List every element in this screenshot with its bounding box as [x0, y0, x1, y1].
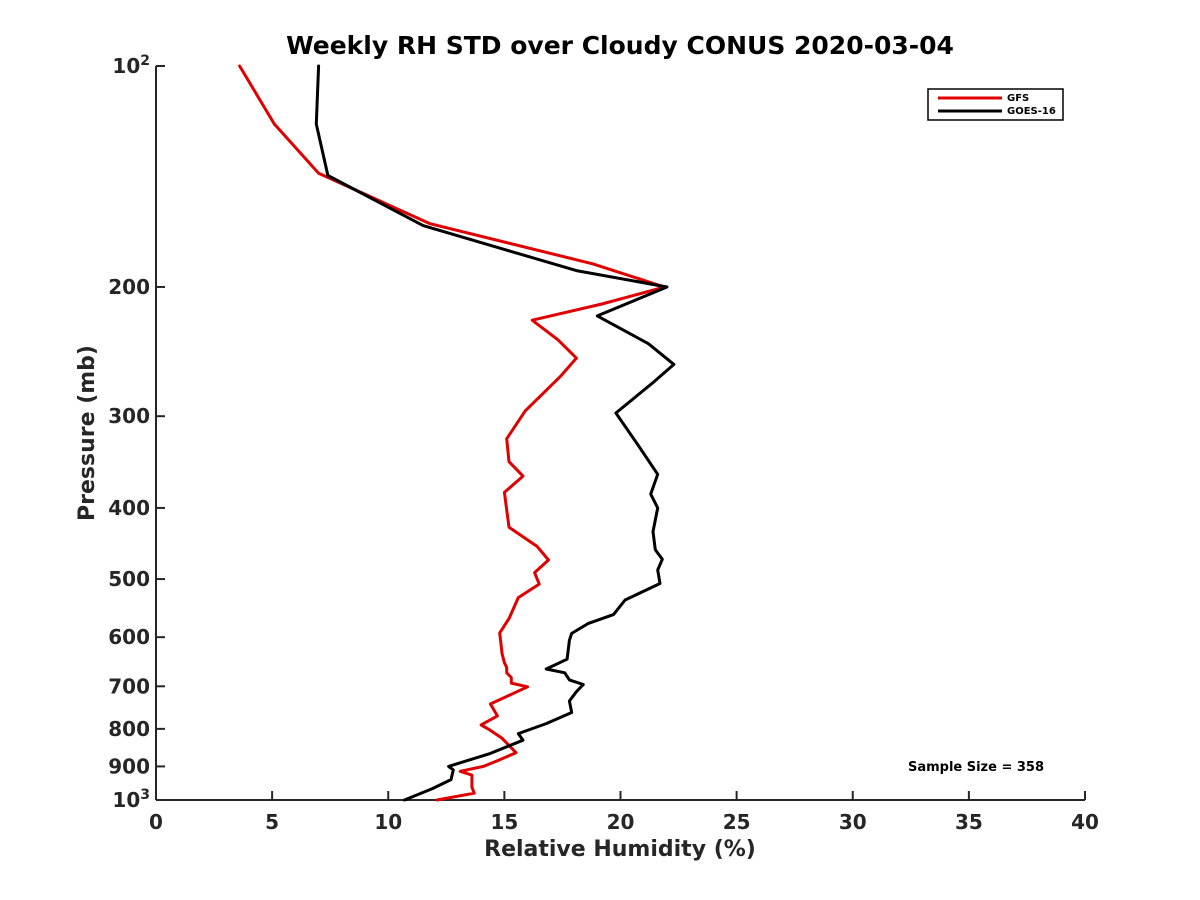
x-ticks: 0 5 10 15 20 25 30 35 40 — [149, 791, 1099, 834]
x-tick-label: 25 — [723, 810, 751, 834]
x-tick-label: 10 — [374, 810, 402, 834]
y-axis-label: Pressure (mb) — [75, 345, 100, 521]
y-tick-label: 900 — [108, 754, 150, 778]
x-tick-label: 20 — [607, 810, 635, 834]
sample-size-annotation: Sample Size = 358 — [908, 760, 1044, 775]
y-tick-exponent: 3 — [140, 787, 150, 803]
y-tick-label: 600 — [108, 625, 150, 649]
y-tick-base: 10 — [112, 788, 140, 812]
y-tick-label: 300 — [108, 404, 150, 428]
legend-box — [927, 88, 1064, 121]
y-tick-label: 400 — [108, 496, 150, 520]
x-tick-label: 5 — [265, 810, 279, 834]
y-tick-label: 800 — [108, 717, 150, 741]
y-tick-base: 10 — [112, 54, 140, 78]
legend-label-goes16: GOES-16 — [1007, 106, 1056, 117]
legend-label-gfs: GFS — [1007, 93, 1029, 104]
x-axis-label: Relative Humidity (%) — [484, 837, 756, 862]
y-tick-label: 103 — [112, 787, 150, 812]
y-tick-label: 200 — [108, 275, 150, 299]
legend: GFS GOES-16 — [927, 88, 1064, 121]
chart-title: Weekly RH STD over Cloudy CONUS 2020-03-… — [286, 31, 954, 60]
x-tick-label: 40 — [1071, 810, 1099, 834]
series-line-gfs — [238, 64, 667, 802]
series-line-goes16 — [314, 64, 676, 802]
y-tick-label: 700 — [108, 674, 150, 698]
y-tick-label: 500 — [108, 567, 150, 591]
x-tick-label: 0 — [149, 810, 163, 834]
plot-axes — [155, 66, 1085, 801]
x-tick-label: 15 — [490, 810, 518, 834]
x-tick-label: 35 — [955, 810, 983, 834]
x-tick-label: 30 — [839, 810, 867, 834]
y-tick-label: 102 — [112, 53, 150, 78]
y-tick-exponent: 2 — [140, 53, 150, 69]
series-layer — [238, 64, 676, 802]
